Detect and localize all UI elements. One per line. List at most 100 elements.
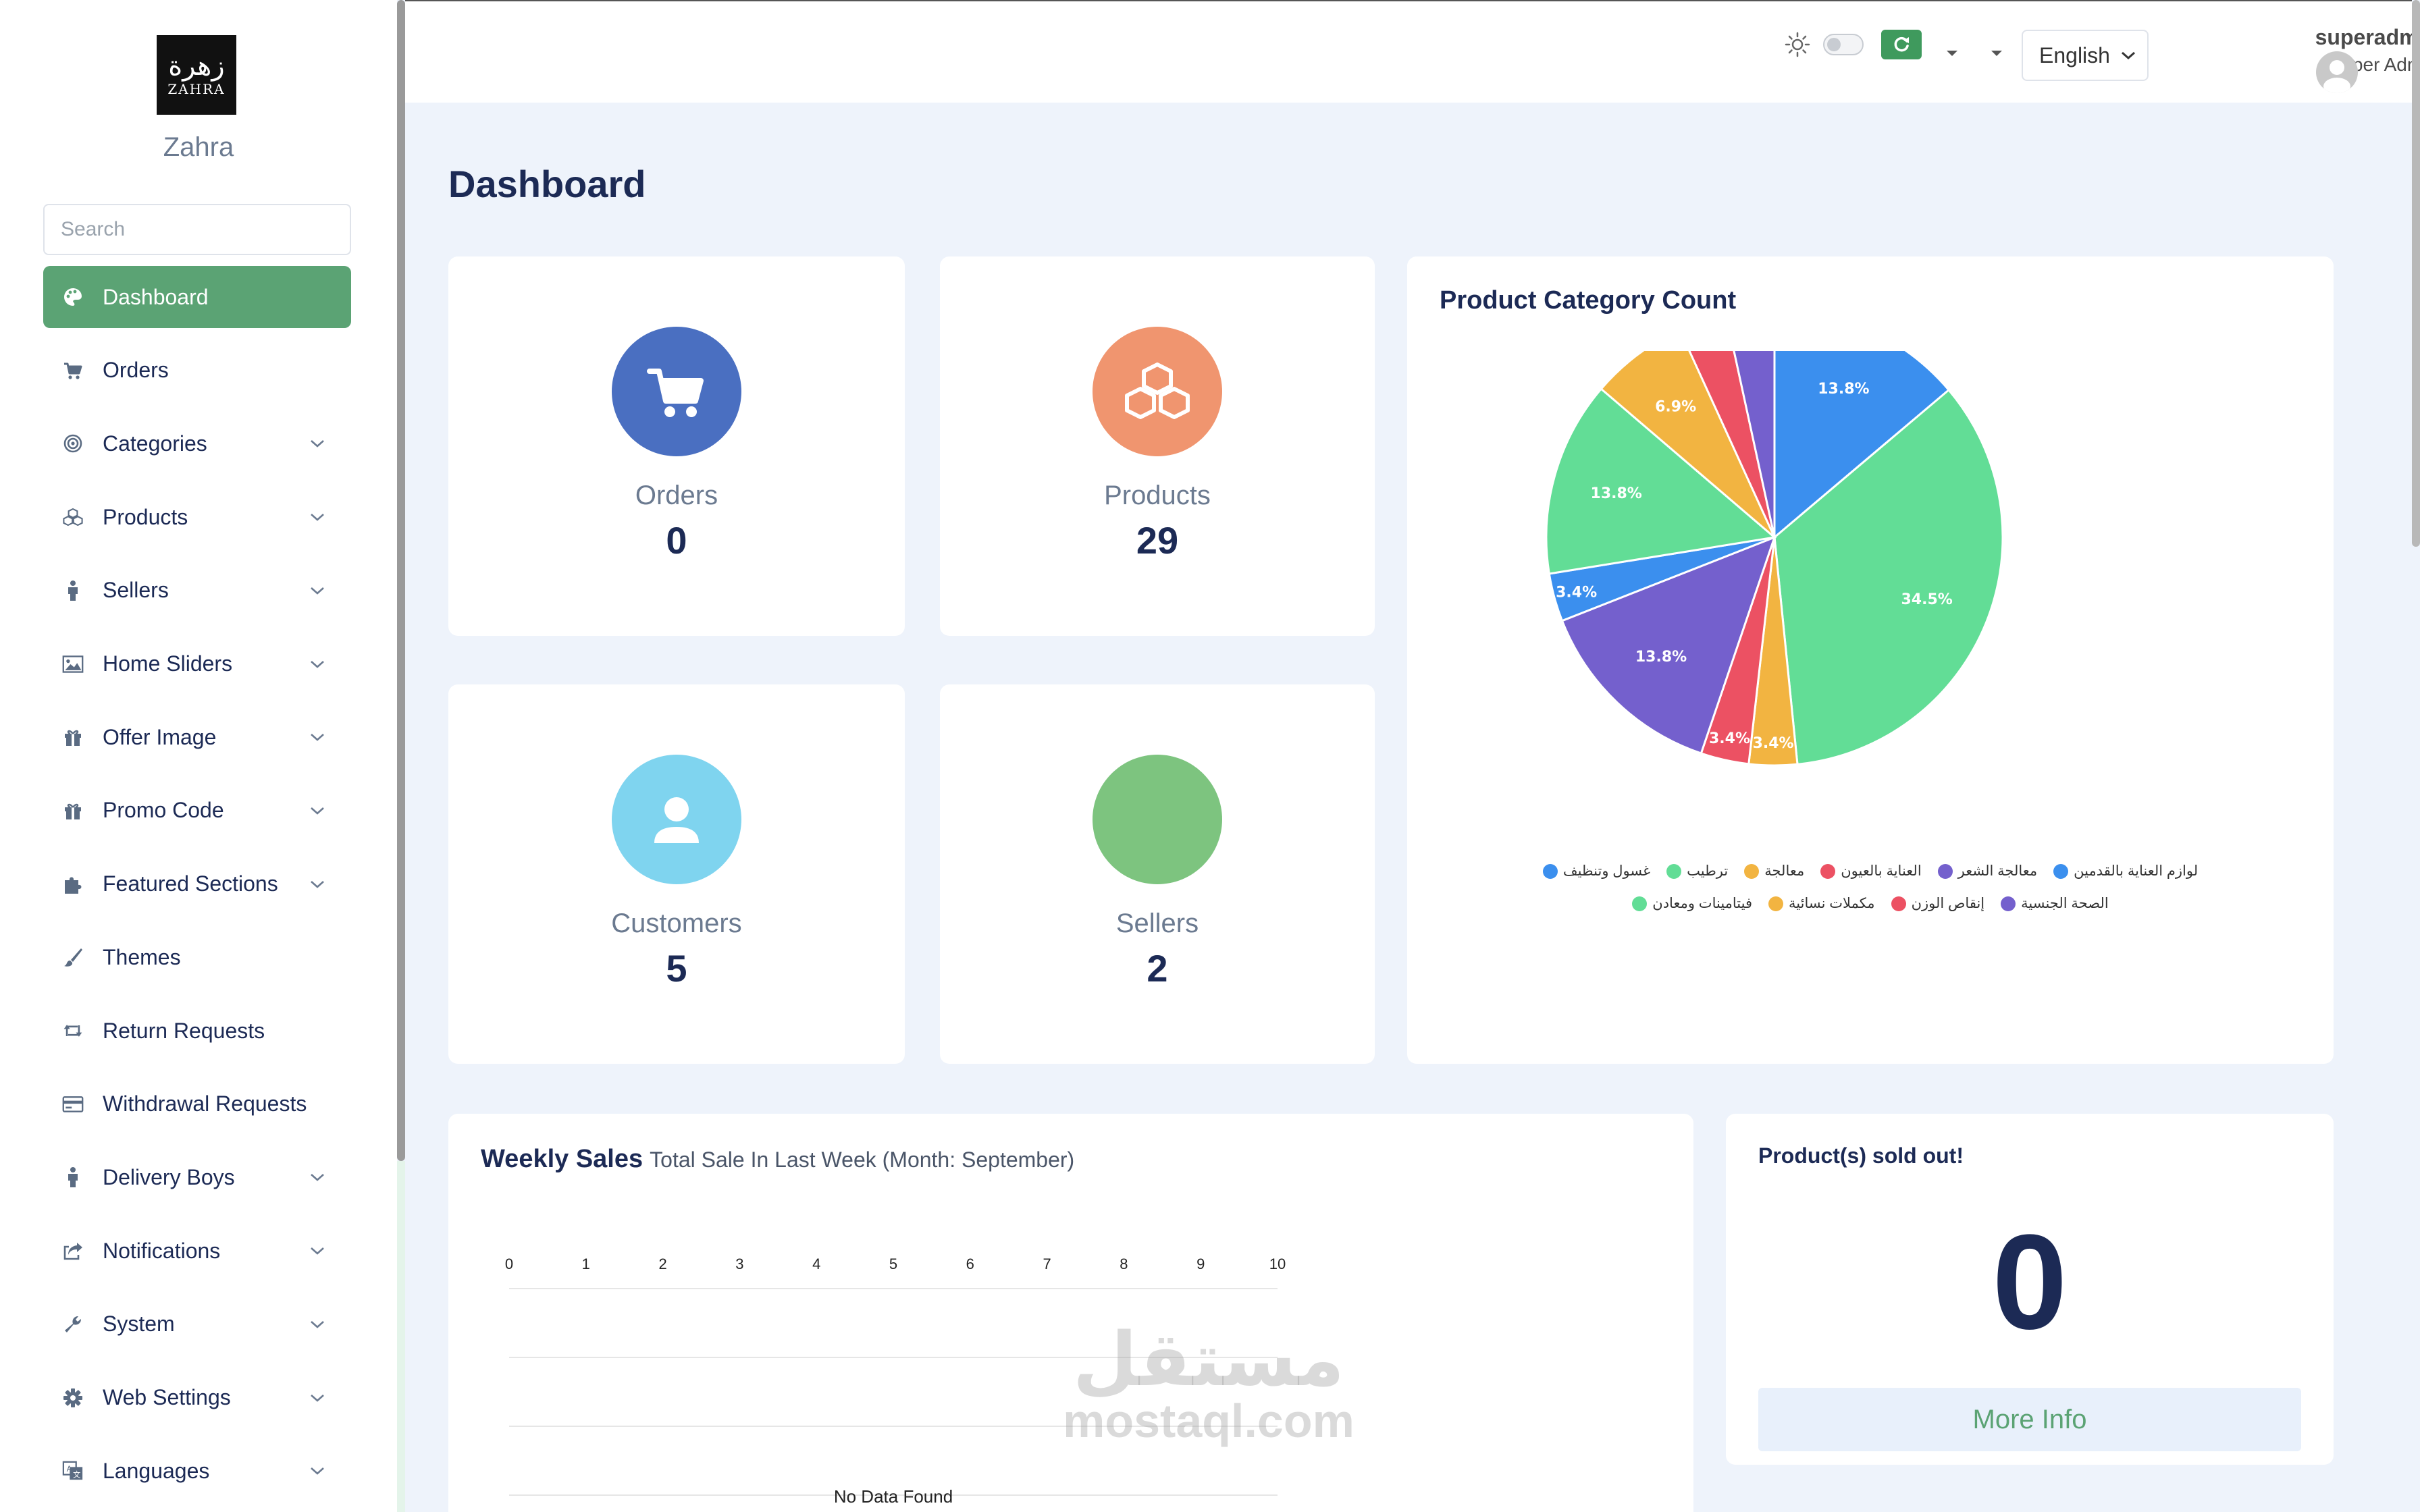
sidebar-item-label: Home Sliders	[103, 651, 233, 676]
user-info[interactable]: superadmin Super Admin	[2167, 23, 2420, 77]
cubes-icon	[1125, 362, 1190, 419]
pie-legend-item[interactable]: إنقاص الوزن	[1891, 895, 1984, 912]
sidebar-item-withdrawal-requests[interactable]: Withdrawal Requests	[43, 1073, 351, 1135]
chevron-down-icon[interactable]	[308, 434, 327, 453]
sidebar: زهرة ZAHRA Zahra Dashboard Orders Categori…	[0, 0, 397, 1512]
sellers-stat-value: 2	[1147, 947, 1168, 990]
chevron-down-icon[interactable]	[308, 508, 327, 526]
sidebar-item-home-sliders[interactable]: Home Sliders	[43, 633, 351, 695]
x-tick-label: 6	[966, 1256, 974, 1272]
chevron-down-icon[interactable]	[308, 801, 327, 820]
pie-legend-item[interactable]: فيتامينات ومعادن	[1632, 895, 1752, 912]
chevron-down-icon[interactable]	[308, 728, 327, 747]
chevron-down-icon[interactable]	[308, 1168, 327, 1187]
legend-swatch	[1666, 863, 1682, 879]
pie-legend-item[interactable]: الصحة الجنسية	[2001, 895, 2109, 912]
gear-icon	[62, 1387, 84, 1409]
customers-stat-card[interactable]: Customers 5	[448, 684, 905, 1064]
top-bar: English superadmin Super Admin	[405, 0, 2420, 103]
logo[interactable]: زهرة ZAHRA	[157, 35, 236, 115]
pie-slice[interactable]	[1726, 351, 1776, 538]
cart-icon	[62, 360, 84, 381]
pie-legend-item[interactable]: مكملات نسائية	[1768, 895, 1875, 912]
pie-slice[interactable]	[1680, 351, 1776, 538]
pie-legend-row: غسول وتنظيف ترطيب معالجة العناية بالعيون معا…	[1407, 863, 2334, 880]
sidebar-item-offer-image[interactable]: Offer Image	[43, 706, 351, 768]
sidebar-scroll-track	[397, 1161, 405, 1512]
pie-slice[interactable]	[1560, 535, 1777, 755]
sidebar-scrollbar[interactable]	[397, 0, 405, 1161]
brush-icon	[62, 946, 84, 968]
pie-legend-item[interactable]: ترطيب	[1666, 863, 1728, 880]
caret-down-icon[interactable]	[1987, 43, 2007, 63]
customers-stat-circle	[612, 755, 741, 884]
language-select-value: English	[2039, 43, 2110, 68]
pie-slice[interactable]	[1545, 387, 1777, 575]
sidebar-item-featured-sections[interactable]: Featured Sections	[43, 853, 351, 915]
pie-slice[interactable]	[1773, 388, 2004, 765]
orders-stat-circle	[612, 327, 741, 456]
chevron-down-icon[interactable]	[308, 1315, 327, 1334]
legend-swatch	[1768, 896, 1784, 911]
pie-legend-item[interactable]: العناية بالعيون	[1820, 863, 1922, 880]
sidebar-search-input[interactable]	[43, 204, 351, 255]
sidebar-item-system[interactable]: System	[43, 1293, 351, 1355]
chevron-down-icon[interactable]	[308, 875, 327, 894]
pie-slice[interactable]	[1773, 351, 1951, 540]
sellers-stat-card[interactable]: Sellers 2	[940, 684, 1375, 1064]
chevron-down-icon[interactable]	[308, 1241, 327, 1260]
x-tick-label: 9	[1196, 1256, 1205, 1272]
chevron-down-icon[interactable]	[308, 655, 327, 674]
pie-slice[interactable]	[1600, 351, 1776, 539]
page-scrollbar[interactable]	[2412, 0, 2420, 547]
refresh-button[interactable]	[1881, 30, 1922, 59]
legend-swatch	[1744, 863, 1760, 879]
weekly-sales-title-text: Weekly Sales	[481, 1145, 643, 1173]
page-title: Dashboard	[448, 163, 646, 205]
sidebar-item-promo-code[interactable]: Promo Code	[43, 780, 351, 842]
sidebar-item-label: Offer Image	[103, 724, 217, 749]
pie-legend-item[interactable]: معالجة	[1744, 863, 1804, 880]
chevron-down-icon[interactable]	[308, 581, 327, 600]
pie-slice-label: 6.9%	[1655, 399, 1696, 416]
pie-slice-label: 3.4%	[1709, 730, 1750, 747]
chevron-down-icon[interactable]	[308, 1388, 327, 1407]
sidebar-item-themes[interactable]: Themes	[43, 926, 351, 988]
products-stat-label: Products	[1104, 481, 1211, 510]
sidebar-item-categories[interactable]: Categories	[43, 412, 351, 475]
sidebar-item-languages[interactable]: A 文 Languages	[43, 1440, 351, 1502]
products-stat-card[interactable]: Products 29	[940, 256, 1375, 636]
pie-legend-item[interactable]: معالجة الشعر	[1937, 863, 2037, 880]
sidebar-item-return-requests[interactable]: Return Requests	[43, 1000, 351, 1062]
category-pie-chart: 13.8%34.5%3.4%3.4%13.8%3.4%13.8%6.9%3.4%…	[1545, 351, 2004, 767]
legend-swatch	[2053, 863, 2069, 879]
sidebar-item-dashboard[interactable]: Dashboard	[43, 266, 351, 328]
x-tick-label: 3	[735, 1256, 744, 1272]
weekly-sales-title: Weekly Sales Total Sale In Last Week (Mon…	[481, 1145, 1074, 1174]
theme-toggle[interactable]	[1823, 34, 1864, 55]
legend-swatch	[1820, 863, 1836, 879]
sidebar-item-sellers[interactable]: Sellers	[43, 560, 351, 622]
sidebar-item-web-settings[interactable]: Web Settings	[43, 1367, 351, 1429]
orders-stat-card[interactable]: Orders 0	[448, 256, 905, 636]
sun-icon[interactable]	[1783, 30, 1812, 59]
avatar[interactable]	[2316, 51, 2358, 93]
pie-legend-item[interactable]: لوازم العناية بالقدمين	[2053, 863, 2198, 880]
pie-slice-label: 13.8%	[1635, 649, 1687, 666]
customers-stat-label: Customers	[611, 909, 742, 938]
language-select[interactable]: English	[2022, 30, 2149, 81]
category-chart-card: Product Category Count 13.8% 34.5% 3.4% 3.4…	[1407, 256, 2334, 1064]
sidebar-item-label: Promo Code	[103, 798, 224, 823]
sidebar-item-products[interactable]: Products	[43, 486, 351, 548]
caret-down-icon[interactable]	[1942, 43, 1962, 63]
sidebar-item-notifications[interactable]: Notifications	[43, 1220, 351, 1282]
sidebar-item-label: Web Settings	[103, 1385, 231, 1409]
sidebar-item-delivery-boys[interactable]: Delivery Boys	[43, 1146, 351, 1208]
chevron-down-icon[interactable]	[308, 1461, 327, 1480]
pie-legend-item[interactable]: غسول وتنظيف	[1542, 863, 1650, 880]
svg-text:文: 文	[73, 1470, 80, 1480]
sidebar-item-orders[interactable]: Orders	[43, 340, 351, 402]
sold-out-title: Product(s) sold out!	[1758, 1143, 1964, 1168]
more-info-button[interactable]: More Info	[1758, 1388, 2301, 1451]
